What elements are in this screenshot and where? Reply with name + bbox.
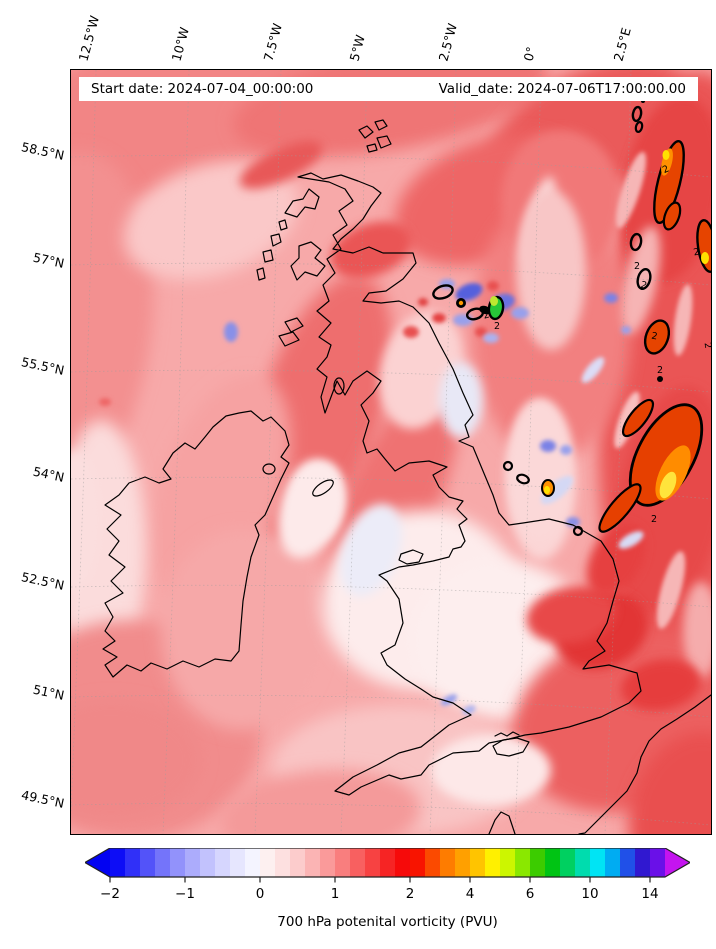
colorbar-segment (215, 848, 231, 877)
colorbar-segment (320, 848, 336, 877)
colorbar-tick-label: 4 (466, 886, 475, 902)
colorbar-segment (335, 848, 351, 877)
france-coastline (578, 694, 711, 834)
colorbar-segment (530, 848, 546, 877)
svg-text:2: 2 (657, 365, 663, 376)
left-axis-label: 58.5°N (20, 139, 66, 163)
colorbar-segment (605, 848, 621, 877)
title-strip: Start date: 2024-07-04_00:00:00 Valid_da… (79, 77, 698, 101)
svg-text:2: 2 (693, 247, 701, 259)
ireland-coastline (102, 410, 290, 678)
svg-text:2: 2 (482, 309, 491, 321)
colorbar-segment (125, 848, 141, 877)
colorbar-tick-label: 10 (581, 886, 598, 902)
colorbar-segment (620, 848, 636, 877)
svg-text:2: 2 (651, 331, 659, 343)
colorbar-segment (500, 848, 516, 877)
colorbar-segment (155, 848, 171, 877)
colorbar-segment (560, 848, 576, 877)
colorbar-segment (275, 848, 291, 877)
start-date-label: Start date: 2024-07-04_00:00:00 (91, 81, 314, 97)
colorbar-segment (350, 848, 366, 877)
colorbar-tick-label: −1 (175, 886, 195, 902)
left-axis-label: 51°N (31, 681, 66, 703)
colorbar-segment (590, 848, 606, 877)
svg-text:2: 2 (494, 321, 500, 332)
figure-caption: 700 hPa potenital vorticity (PVU) (277, 914, 498, 930)
gridlines (71, 70, 711, 834)
top-axis-label: 0° (520, 45, 539, 63)
top-axis-label: 10°W (168, 25, 192, 63)
colorbar-tick-label: 1 (331, 886, 340, 902)
colorbar-segment (140, 848, 156, 877)
colorbar-segment (440, 848, 456, 877)
colorbar-segment (575, 848, 591, 877)
colorbar-segment (455, 848, 471, 877)
svg-text:2: 2 (702, 342, 711, 350)
left-axis-label: 52.5°N (20, 569, 66, 593)
colorbar-segment (395, 848, 411, 877)
colorbar-tick-label: 0 (256, 886, 265, 902)
colorbar-svg: −2 −1 0 1 2 4 6 10 14 (83, 847, 692, 902)
colorbar-segment (485, 848, 501, 877)
svg-text:2: 2 (661, 163, 671, 176)
valid-date-label: Valid_date: 2024-07-06T17:00:00.00 (438, 81, 686, 97)
colorbar-segment (110, 848, 126, 877)
top-axis-label: 2.5°E (610, 25, 634, 63)
colorbar-segment (470, 848, 486, 877)
colorbar-segment (230, 848, 246, 877)
colorbar-segment (650, 848, 666, 877)
colorbar-segment (305, 848, 321, 877)
left-axis-label: 57°N (31, 249, 66, 271)
colorbar-segment (185, 848, 201, 877)
colorbar-tick-label: 6 (526, 886, 535, 902)
colorbar-segment (365, 848, 381, 877)
svg-text:2: 2 (639, 279, 648, 291)
top-axis-label: 12.5°W (75, 13, 103, 63)
colorbar-segment (290, 848, 306, 877)
colorbar-segment (200, 848, 216, 877)
svg-text:2: 2 (651, 514, 657, 525)
colorbar-tick-label: −2 (100, 886, 120, 902)
colorbar-segment (515, 848, 531, 877)
left-axis-label: 54°N (31, 463, 66, 485)
colorbar: −2 −1 0 1 2 4 6 10 14 (83, 847, 692, 904)
colorbar-under-arrow (85, 848, 110, 877)
colorbar-segment (245, 848, 261, 877)
colorbar-tick-label: 2 (406, 886, 415, 902)
colorbar-segment (260, 848, 276, 877)
colorbar-segment (410, 848, 426, 877)
colorbar-over-arrow (665, 848, 690, 877)
great-britain-coastline (297, 172, 642, 796)
coastline-layer (102, 119, 711, 834)
colorbar-segment (635, 848, 651, 877)
colorbar-tick-label: 14 (641, 886, 658, 902)
svg-text:2: 2 (634, 261, 640, 272)
colorbar-segment (545, 848, 561, 877)
cotentin-coastline (488, 811, 516, 834)
left-axis-label: 49.5°N (20, 787, 66, 811)
colorbar-segment (380, 848, 396, 877)
colorbar-segment (170, 848, 186, 877)
top-axis-label: 5°W (346, 33, 368, 63)
colorbar-outline (83, 847, 692, 878)
colorbar-segment (425, 848, 441, 877)
left-axis-label: 55.5°N (20, 354, 66, 378)
top-axis-label: 7.5°W (260, 21, 285, 63)
top-axis-label: 2.5°W (435, 21, 460, 63)
